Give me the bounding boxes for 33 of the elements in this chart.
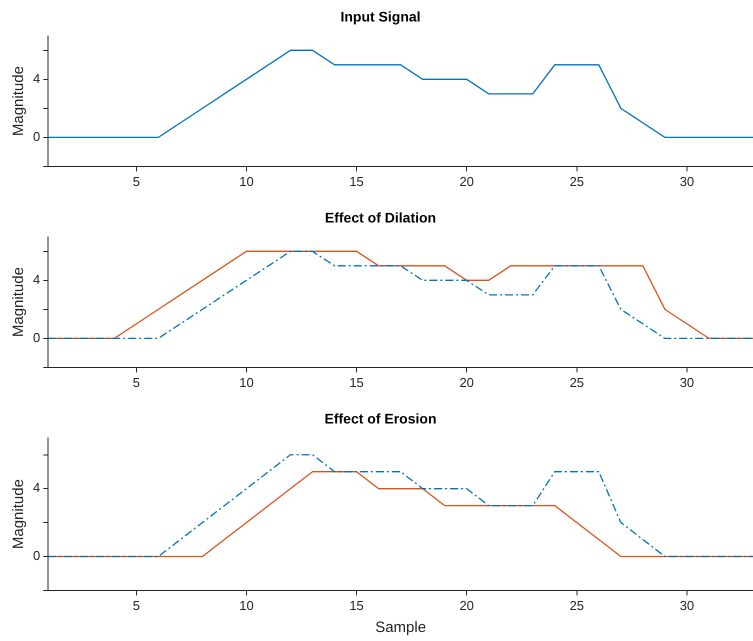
x-tick-label: 20	[459, 598, 474, 613]
x-tick-label: 30	[680, 174, 694, 189]
y-tick-label: 0	[32, 128, 40, 144]
x-tick-label: 25	[570, 374, 584, 390]
x-tick-label: 5	[132, 374, 140, 390]
x-tick-label: 25	[570, 174, 584, 189]
x-tick-label: 15	[349, 374, 364, 390]
x-tick-label: 10	[239, 598, 254, 613]
x-tick-label: 30	[680, 598, 694, 613]
x-tick-label: 5	[132, 174, 140, 189]
x-tick-label: 10	[239, 374, 254, 390]
x-axis-title: Sample	[375, 619, 426, 636]
y-tick-label: 4	[32, 70, 40, 86]
y-tick-label: 0	[32, 548, 40, 564]
y-tick-label: 4	[32, 480, 40, 496]
y-axis-title: Magnitude	[10, 479, 28, 550]
line-series	[48, 454, 753, 558]
x-tick-label: 15	[349, 598, 364, 613]
y-tick-label: 0	[32, 330, 40, 345]
line-series	[48, 250, 753, 340]
chart-title: Effect of Erosion	[324, 410, 437, 426]
x-tick-label: 5	[132, 598, 140, 613]
chart-title: Effect of Dilation	[324, 209, 436, 226]
y-tick-label: 4	[32, 272, 40, 287]
y-axis-title: Magnitude	[10, 267, 28, 338]
x-tick-label: 30	[680, 374, 694, 390]
x-tick-label: 25	[570, 598, 584, 613]
x-tick-label: 20	[459, 374, 474, 390]
chart-title: Input Signal	[340, 8, 421, 24]
x-tick-label: 15	[349, 174, 364, 189]
x-tick-label: 20	[459, 174, 474, 189]
y-axis-title: Magnitude	[10, 66, 28, 136]
x-tick-label: 10	[239, 174, 254, 189]
